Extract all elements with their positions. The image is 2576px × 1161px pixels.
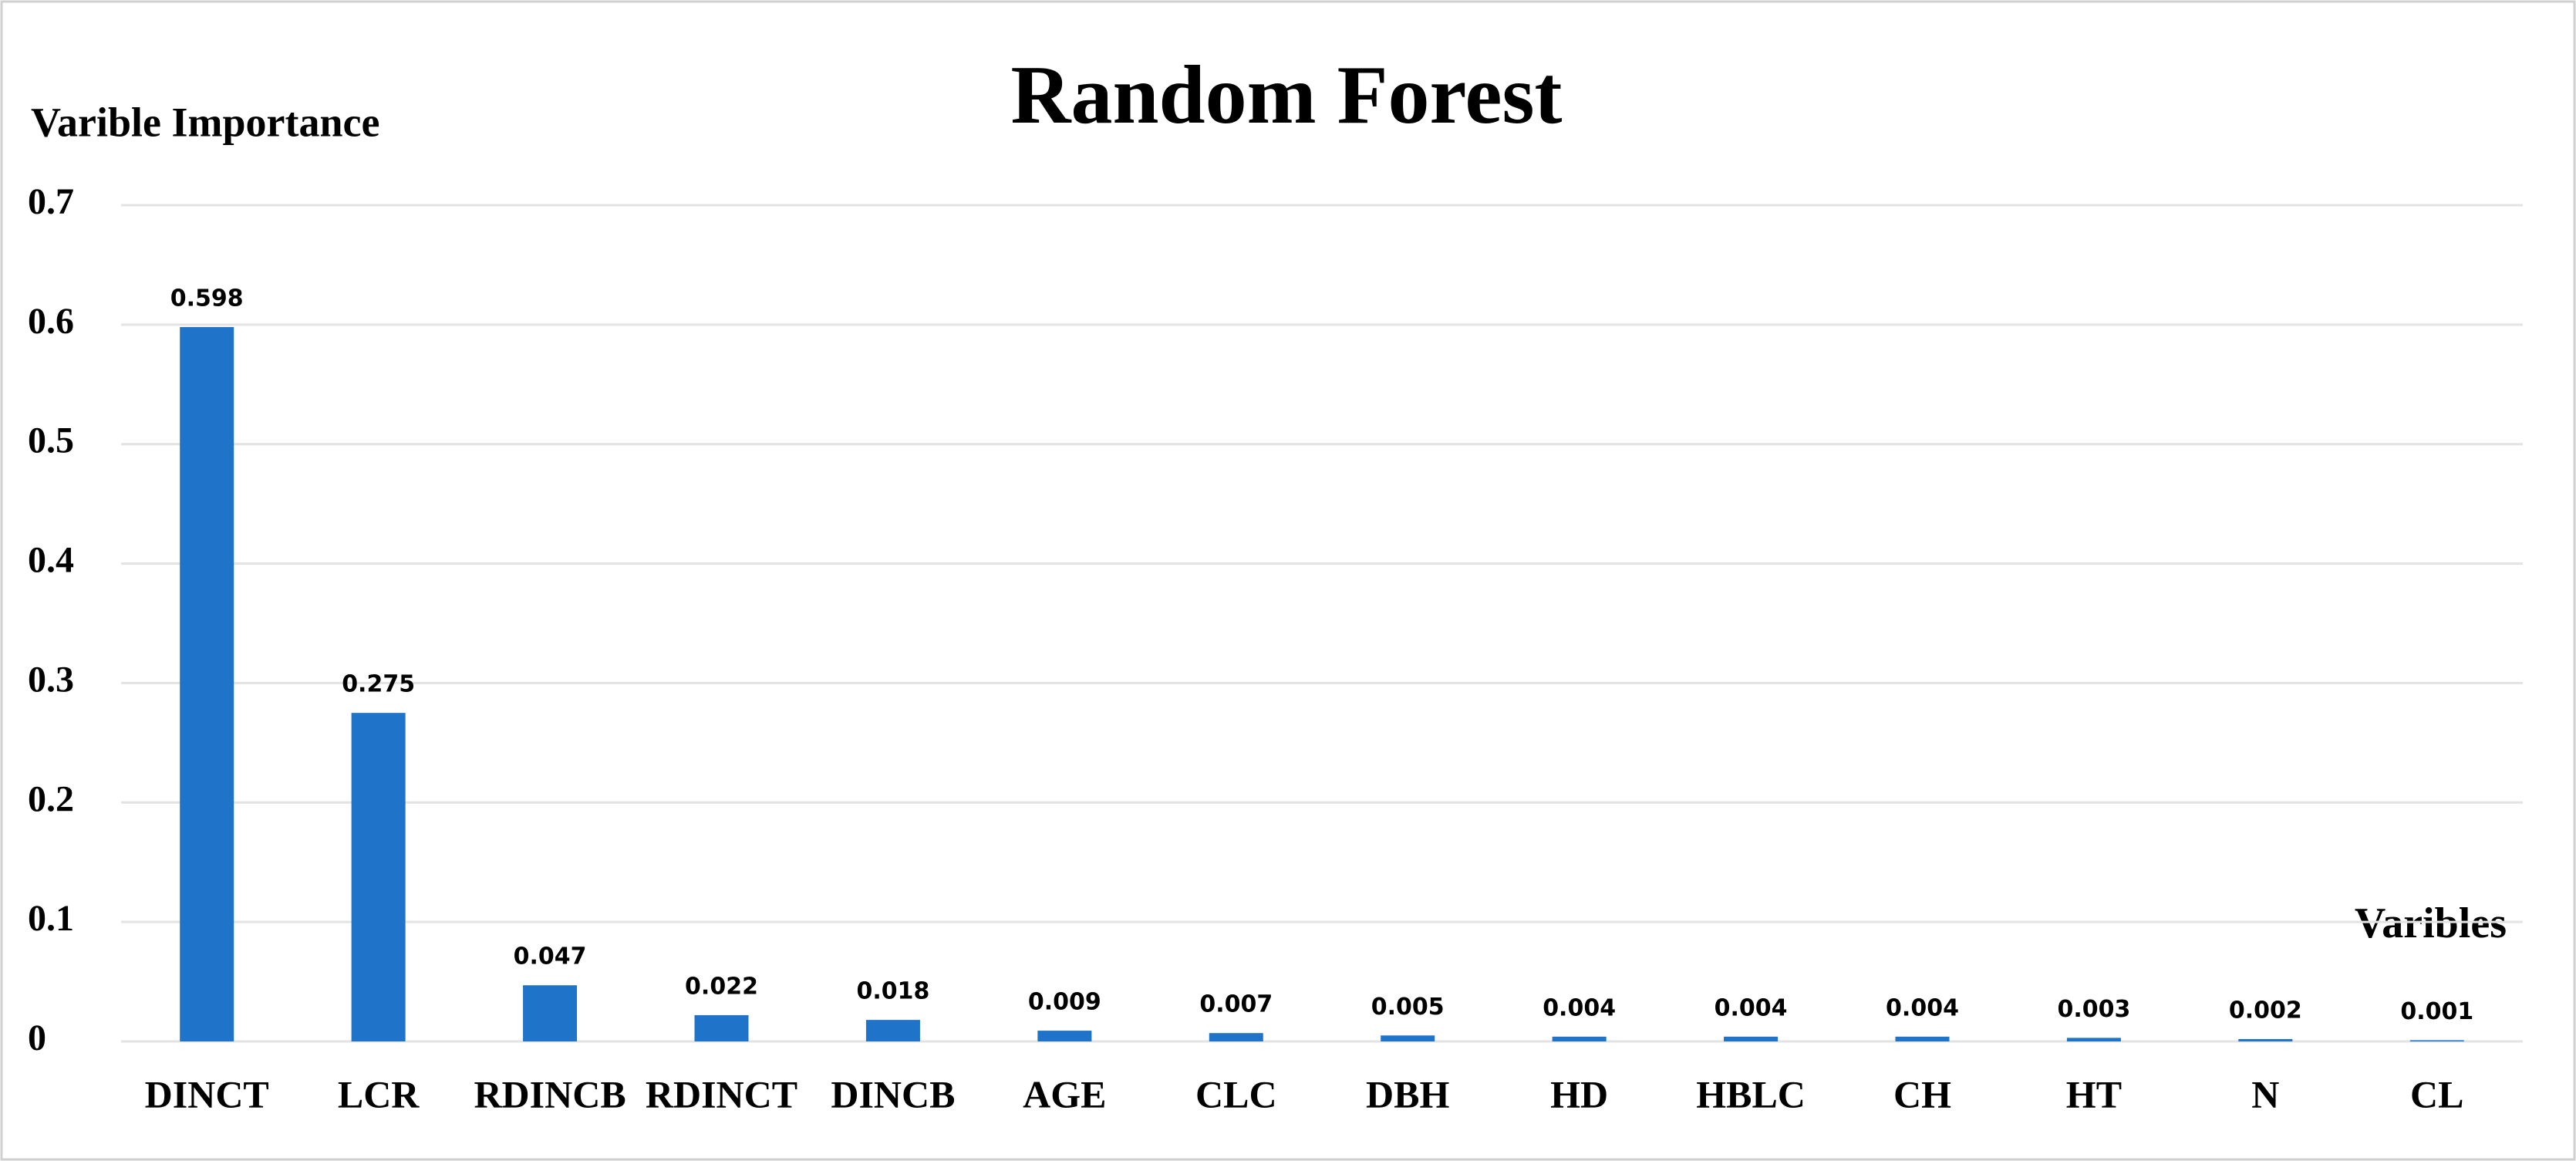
bar [865, 1020, 920, 1041]
data-label: 0.001 [2400, 998, 2473, 1025]
y-tick-label: 0.5 [28, 420, 74, 461]
data-label: 0.022 [685, 973, 758, 1000]
x-tick-label: CL [2410, 1072, 2463, 1115]
x-axis-label: Varibles [2355, 899, 2507, 947]
bar [1895, 1036, 1950, 1041]
y-tick-label: 0.7 [28, 181, 74, 222]
bar [1552, 1036, 1607, 1041]
data-label: 0.004 [1543, 994, 1616, 1021]
x-tick-label: HBLC [1696, 1072, 1806, 1115]
x-tick-label: CH [1893, 1072, 1951, 1115]
y-tick-label: 0.2 [28, 778, 74, 819]
bar [2238, 1038, 2293, 1041]
x-tick-label: HD [1550, 1072, 1608, 1115]
bar [1209, 1033, 1263, 1041]
y-tick-label: 0.1 [28, 898, 74, 939]
x-tick-label: LCR [338, 1072, 420, 1115]
x-tick-label: RDINCB [474, 1072, 625, 1115]
bar [1381, 1035, 1435, 1041]
x-tick-label: DBH [1366, 1072, 1449, 1115]
y-tick-label: 0 [28, 1018, 46, 1058]
data-label: 0.009 [1028, 989, 1101, 1016]
data-label: 0.004 [1715, 994, 1788, 1021]
bar [2409, 1040, 2464, 1041]
data-label: 0.003 [2057, 996, 2130, 1023]
y-tick-label: 0.4 [28, 540, 74, 581]
bar [1724, 1036, 1779, 1041]
data-label: 0.007 [1199, 991, 1273, 1018]
data-label: 0.598 [170, 285, 244, 312]
data-label: 0.275 [342, 671, 415, 698]
data-label: 0.047 [514, 943, 587, 970]
x-tick-label: N [2251, 1072, 2279, 1115]
y-tick-label: 0.6 [28, 301, 74, 342]
bar [694, 1014, 749, 1041]
x-tick-label: AGE [1023, 1072, 1106, 1115]
y-axis-label: Varible Importance [31, 99, 379, 145]
x-tick-label: RDINCT [646, 1072, 797, 1115]
bar [180, 326, 234, 1041]
data-label: 0.002 [2229, 997, 2302, 1024]
x-tick-label: DINCB [831, 1072, 955, 1115]
y-tick-label: 0.3 [28, 659, 74, 700]
data-label: 0.005 [1371, 994, 1445, 1021]
bar [523, 985, 578, 1041]
bar [351, 713, 406, 1041]
bar [1037, 1031, 1092, 1041]
chart-title: Random Forest [1011, 49, 1563, 141]
data-label: 0.004 [1886, 994, 1959, 1021]
bar [2066, 1038, 2121, 1041]
x-tick-label: DINCT [145, 1072, 269, 1115]
data-label: 0.018 [856, 978, 929, 1005]
x-tick-label: CLC [1195, 1072, 1277, 1115]
x-tick-label: HT [2066, 1072, 2122, 1115]
